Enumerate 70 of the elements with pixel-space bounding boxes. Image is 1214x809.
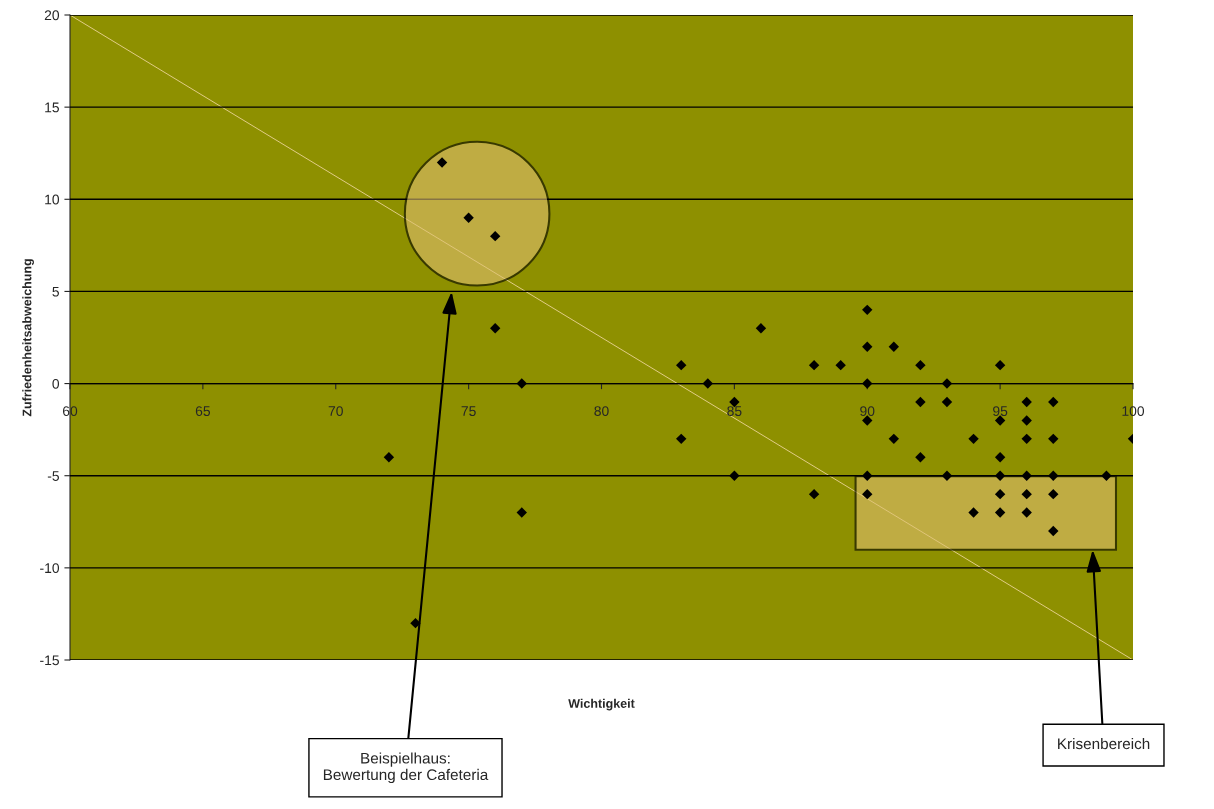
y-tick-label: 5 <box>52 286 59 297</box>
point <box>968 507 979 518</box>
point <box>915 452 926 463</box>
y-axis-title: Zufriedenheitsabweichung <box>22 259 34 417</box>
x-tick-label: 90 <box>860 406 875 416</box>
y-tick-label: -15 <box>40 655 59 666</box>
point <box>862 341 873 352</box>
point <box>994 488 1006 500</box>
point <box>968 433 979 445</box>
point <box>994 359 1006 371</box>
point <box>835 359 846 371</box>
point <box>888 341 900 352</box>
point <box>862 488 873 500</box>
point <box>862 470 873 481</box>
point <box>729 470 740 481</box>
point <box>676 433 687 445</box>
point <box>1021 507 1032 518</box>
y-tick-label: 20 <box>44 10 60 21</box>
point <box>1048 470 1059 481</box>
point <box>516 378 527 389</box>
point <box>1021 396 1032 408</box>
point <box>941 470 953 481</box>
y-tick-label: 15 <box>45 102 59 113</box>
y-tick-label: -10 <box>40 563 60 574</box>
point <box>1048 488 1059 500</box>
point <box>994 507 1006 518</box>
point <box>862 304 873 316</box>
y-tick-label: -5 <box>47 471 59 481</box>
point <box>1048 525 1059 537</box>
text: Krisenbereich <box>1058 737 1150 750</box>
point <box>1021 488 1032 500</box>
point <box>490 230 501 242</box>
point <box>808 359 820 371</box>
point <box>676 359 687 371</box>
point <box>1101 470 1112 481</box>
x-tick-label: 65 <box>195 406 211 416</box>
y-tick-label: 10 <box>45 194 60 205</box>
x-tick-label: 80 <box>594 406 609 416</box>
point <box>915 359 926 371</box>
point <box>1021 415 1032 426</box>
point <box>808 488 820 500</box>
x-tick-label: 60 <box>62 406 78 416</box>
point <box>994 452 1006 463</box>
x-tick-label: 100 <box>1122 406 1145 416</box>
x-tick-label: 75 <box>461 406 476 416</box>
point <box>490 323 501 334</box>
point <box>941 378 953 389</box>
point <box>383 452 395 463</box>
point <box>915 396 926 408</box>
x-axis-title: Wichtigkeit <box>568 698 635 711</box>
point <box>516 507 527 518</box>
point <box>941 396 953 408</box>
point <box>1021 433 1032 445</box>
x-tick-label: 95 <box>993 406 1008 416</box>
point <box>1048 396 1059 408</box>
point <box>755 323 767 334</box>
point <box>1048 433 1059 445</box>
point <box>994 470 1006 481</box>
point <box>994 415 1006 426</box>
point <box>888 433 900 445</box>
point <box>1021 470 1032 481</box>
text: Beispielhaus: Bewertung der Cafeteria <box>323 752 489 784</box>
point <box>436 157 448 168</box>
y-tick-label: 0 <box>52 378 60 389</box>
point <box>702 378 713 389</box>
point <box>862 415 873 426</box>
x-tick-label: 70 <box>328 406 343 416</box>
x-tick-label: 85 <box>727 406 742 416</box>
point <box>862 378 873 389</box>
point <box>463 212 474 223</box>
